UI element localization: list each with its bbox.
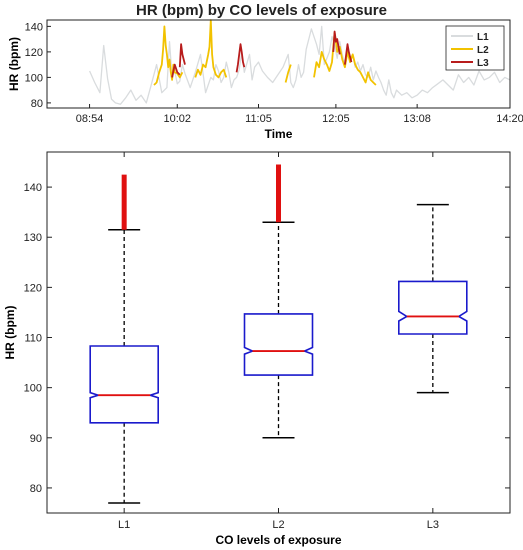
legend: L1 L2 L3 bbox=[445, 25, 505, 71]
legend-label-l3: L3 bbox=[477, 58, 489, 69]
x-tick-label: 08:54 bbox=[76, 113, 104, 125]
notched-box-l2 bbox=[243, 313, 314, 376]
y-tick-label: 140 bbox=[25, 21, 43, 33]
plot-frame bbox=[46, 19, 511, 109]
x-tick-label: L3 bbox=[427, 519, 439, 531]
y-tick-label: 80 bbox=[30, 483, 42, 495]
x-tick-label: 13:08 bbox=[403, 113, 431, 125]
x-tick-label: L2 bbox=[272, 519, 284, 531]
series-segment-l3-4 bbox=[332, 30, 341, 55]
y-tick-label: 120 bbox=[24, 282, 42, 294]
box-l2 bbox=[243, 164, 314, 439]
legend-label-l2: L2 bbox=[477, 45, 489, 56]
x-axis-label: CO levels of exposure bbox=[215, 533, 341, 547]
series-segment-l2-3 bbox=[284, 64, 292, 83]
x-tick-label: 11:05 bbox=[245, 113, 272, 125]
y-tick-label: 90 bbox=[30, 433, 42, 445]
y-axis-label: HR (bpm) bbox=[7, 37, 21, 91]
series-segment-l3-2 bbox=[178, 43, 186, 68]
series-segment-l3-5 bbox=[344, 43, 353, 65]
notched-box-l1 bbox=[89, 345, 159, 424]
time-series-chart: 80 100 120 140 08:54 10:02 11:05 12:05 13:08 14:2… bbox=[7, 19, 523, 141]
series-segment-l2-1 bbox=[153, 25, 184, 86]
y-tick-label: 120 bbox=[25, 47, 43, 59]
legend-label-l1: L1 bbox=[477, 32, 489, 43]
chart-title: HR (bpm) by CO levels of exposure bbox=[136, 2, 387, 19]
series-segment-l3-1 bbox=[171, 63, 181, 78]
x-tick-label: 10:02 bbox=[163, 113, 191, 125]
x-tick-label: 14:20 bbox=[496, 113, 523, 125]
y-tick-label: 80 bbox=[31, 98, 43, 110]
y-tick-label: 110 bbox=[24, 333, 42, 345]
x-tick-label: 12:05 bbox=[322, 113, 350, 125]
y-tick-label: 100 bbox=[25, 72, 43, 84]
x-tick-label: L1 bbox=[118, 519, 130, 531]
y-tick-label: 130 bbox=[24, 232, 42, 244]
series-segment-l2-4 bbox=[313, 31, 377, 86]
box-l1 bbox=[89, 174, 159, 504]
series-segment-l3-3 bbox=[235, 43, 246, 73]
x-axis-label: Time bbox=[265, 127, 293, 141]
notched-box-l3 bbox=[397, 280, 468, 335]
box-l3 bbox=[397, 203, 468, 394]
y-axis-label: HR (bpm) bbox=[3, 306, 17, 360]
y-tick-label: 100 bbox=[24, 383, 42, 395]
y-tick-label: 140 bbox=[24, 182, 42, 194]
